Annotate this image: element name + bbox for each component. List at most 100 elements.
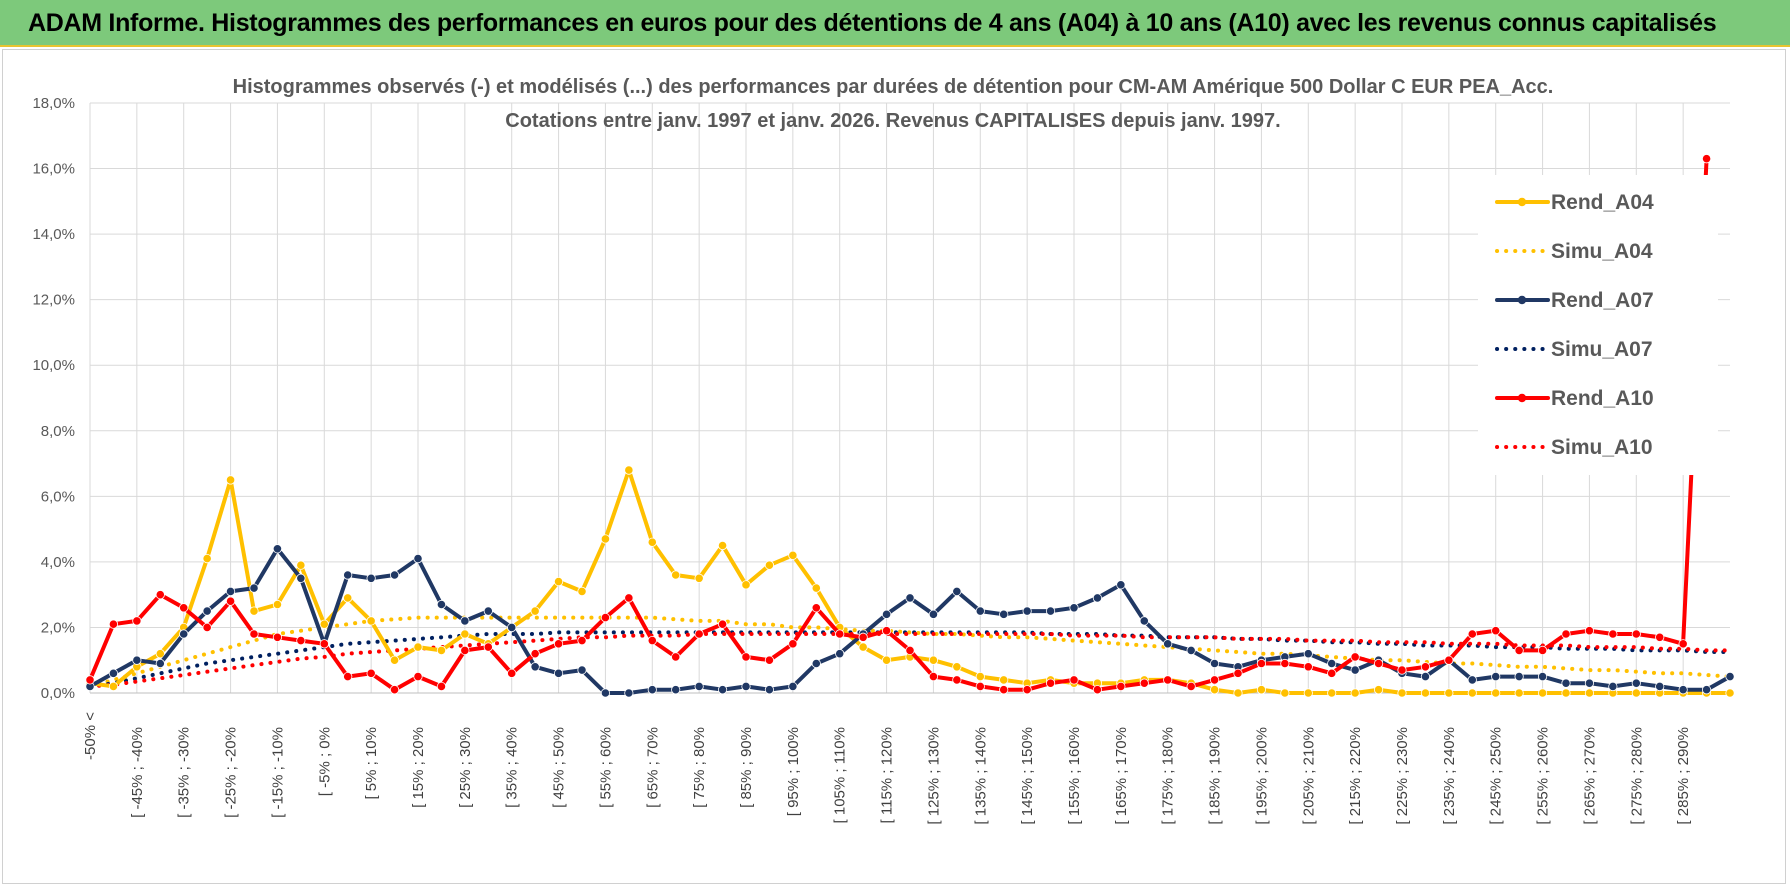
data-point	[179, 603, 189, 613]
data-point	[108, 668, 119, 678]
data-point	[413, 554, 423, 564]
data-point	[1022, 685, 1032, 695]
legend-marker	[1517, 393, 1527, 403]
legend-label: Rend_A04	[1551, 191, 1654, 214]
y-axis: 0,0% 2,0% 4,0% 6,0% 8,0% 10,0% 12,0% 14,0% 16,0%…	[32, 95, 75, 702]
data-point	[460, 616, 470, 626]
data-point	[436, 681, 447, 692]
data-point	[1420, 672, 1431, 682]
chart-frame	[2, 49, 1786, 884]
data-point	[1045, 678, 1056, 688]
series-line	[88, 615, 1732, 689]
data-point	[1327, 668, 1337, 678]
data-point	[1655, 632, 1665, 642]
data-point	[694, 681, 704, 692]
data-point	[741, 652, 751, 662]
data-point	[858, 642, 868, 652]
data-point	[530, 662, 540, 672]
data-point	[108, 619, 119, 629]
data-point	[1186, 681, 1196, 692]
data-point	[389, 570, 400, 580]
x-tick-label: [ 165% ; 170%	[1113, 727, 1130, 825]
data-point	[1209, 658, 1220, 669]
y-tick-label: 0,0%	[41, 685, 75, 702]
data-point	[296, 560, 306, 570]
data-point	[1373, 685, 1384, 695]
data-point	[647, 635, 657, 646]
data-point	[1467, 629, 1477, 639]
legend: Rend_A04 Simu_A04 Rend_A07 Simu_A07 Rend_A10…	[1478, 175, 1718, 475]
data-point	[1561, 629, 1571, 639]
data-point	[483, 606, 493, 616]
legend-marker	[1517, 197, 1527, 207]
data-point	[999, 685, 1009, 695]
data-point	[717, 540, 728, 551]
x-tick-label: [ 155% ; 160%	[1066, 727, 1083, 825]
data-point	[835, 649, 845, 659]
data-point	[1256, 685, 1267, 695]
x-tick-label: [ 25% ; 30%	[457, 727, 474, 808]
legend-marker	[1517, 295, 1527, 305]
x-axis: -50% < [ -45% ; -40% [ -35% ; -30% [ -25% ;…	[82, 692, 1730, 825]
data-point	[225, 586, 236, 596]
y-tick-label: 12,0%	[32, 292, 75, 309]
data-point	[530, 649, 540, 659]
data-point	[155, 658, 165, 669]
x-tick-label: [ 185% ; 190%	[1207, 727, 1224, 825]
series-group	[85, 154, 1735, 698]
x-tick-label: [ -15% ; -10%	[269, 727, 286, 818]
x-tick-label: [ 245% ; 250%	[1488, 727, 1505, 825]
data-point	[1537, 645, 1548, 655]
data-point	[1584, 626, 1595, 636]
data-point	[507, 668, 517, 678]
data-point	[1350, 688, 1360, 698]
data-point	[905, 593, 915, 603]
x-tick-label: [ 35% ; 40%	[504, 727, 521, 808]
data-point	[202, 554, 212, 564]
data-point	[1069, 675, 1079, 685]
data-point	[694, 629, 704, 639]
legend-item: Rend_A10	[1495, 387, 1654, 410]
legend-label: Simu_A04	[1551, 240, 1653, 263]
data-point	[647, 537, 657, 547]
data-point	[1561, 678, 1571, 688]
data-point	[881, 655, 892, 665]
data-point	[975, 681, 985, 692]
data-point	[1514, 645, 1524, 655]
data-point	[1725, 672, 1735, 682]
data-point	[132, 616, 142, 626]
data-point	[1701, 154, 1712, 164]
data-point	[413, 672, 423, 682]
data-point	[1186, 645, 1196, 655]
data-point	[1537, 672, 1548, 682]
x-tick-label: [ 5% ; 10%	[363, 727, 380, 800]
series-rend-a10	[85, 154, 1712, 695]
x-tick-label: [ 95% ; 100%	[785, 727, 802, 816]
data-point	[577, 635, 587, 646]
data-point	[553, 668, 564, 678]
data-point	[600, 534, 611, 544]
data-point	[272, 599, 283, 610]
data-point	[1608, 629, 1618, 639]
legend-item: Simu_A10	[1495, 436, 1653, 459]
data-point	[858, 632, 868, 642]
data-point	[296, 635, 306, 646]
series-line	[88, 546, 1732, 695]
data-point	[624, 465, 634, 475]
x-tick-label: [ 175% ; 180%	[1160, 727, 1177, 825]
data-point	[1420, 688, 1431, 698]
data-point	[764, 560, 775, 570]
data-point	[811, 583, 821, 593]
data-point	[811, 658, 821, 669]
data-point	[366, 616, 376, 626]
x-tick-label: [ 45% ; 50%	[551, 727, 568, 808]
series-rend-a07	[85, 544, 1735, 698]
data-point	[788, 639, 798, 649]
data-point	[1701, 685, 1712, 695]
series-simu-a04	[88, 615, 1732, 689]
data-point	[671, 652, 681, 662]
legend-item: Rend_A07	[1495, 289, 1654, 312]
data-point	[881, 626, 892, 636]
data-point	[1444, 688, 1454, 698]
